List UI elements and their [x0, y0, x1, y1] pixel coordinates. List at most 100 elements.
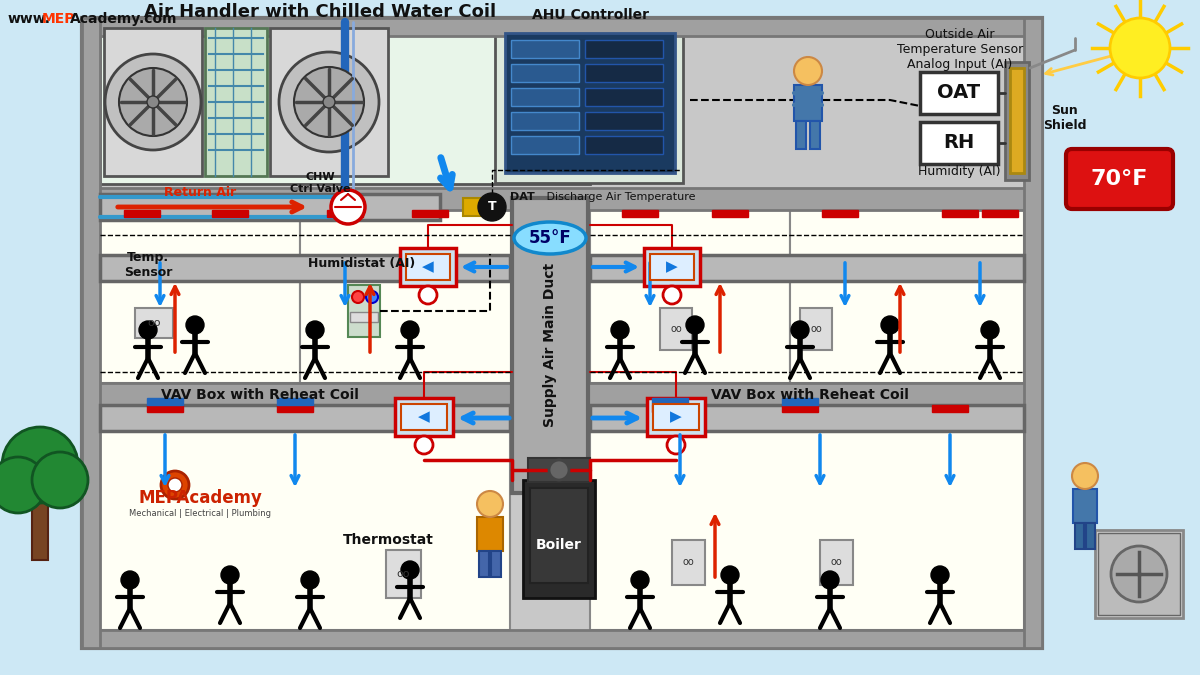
- Text: Sun
Shield: Sun Shield: [1043, 104, 1087, 132]
- Bar: [982, 210, 1018, 217]
- Circle shape: [331, 190, 365, 224]
- Bar: [810, 121, 820, 149]
- Circle shape: [168, 478, 182, 492]
- Bar: [528, 458, 590, 482]
- Text: oo: oo: [148, 318, 161, 328]
- Bar: [586, 64, 662, 82]
- Circle shape: [161, 471, 190, 499]
- Bar: [82, 18, 1042, 648]
- Circle shape: [667, 436, 685, 454]
- Text: 55°F: 55°F: [529, 229, 571, 247]
- Circle shape: [631, 571, 649, 589]
- Bar: [124, 210, 160, 217]
- Text: AHU Controller: AHU Controller: [532, 8, 648, 22]
- Text: Academy.com: Academy.com: [70, 12, 178, 26]
- Bar: [1086, 523, 1096, 549]
- Text: Discharge Air Temperature: Discharge Air Temperature: [542, 192, 696, 202]
- Bar: [653, 404, 698, 430]
- Text: OAT: OAT: [937, 84, 980, 103]
- Ellipse shape: [514, 222, 586, 254]
- Bar: [586, 136, 662, 154]
- Text: oo: oo: [810, 324, 822, 334]
- Bar: [412, 210, 448, 217]
- Bar: [463, 198, 481, 216]
- Text: Air Handler with Chilled Water Coil: Air Handler with Chilled Water Coil: [144, 3, 496, 21]
- Bar: [326, 210, 364, 217]
- Bar: [650, 254, 694, 280]
- Bar: [586, 88, 662, 106]
- Bar: [100, 255, 510, 281]
- Bar: [1075, 523, 1084, 549]
- Bar: [782, 398, 818, 405]
- Text: VAV Box with Reheat Coil: VAV Box with Reheat Coil: [161, 388, 359, 402]
- Circle shape: [352, 291, 364, 303]
- Bar: [104, 28, 202, 176]
- Circle shape: [186, 316, 204, 334]
- Bar: [277, 405, 313, 412]
- Circle shape: [982, 321, 998, 339]
- Text: T: T: [487, 200, 497, 213]
- Bar: [920, 122, 998, 164]
- Text: RH: RH: [943, 134, 974, 153]
- Bar: [350, 312, 378, 322]
- Bar: [820, 540, 853, 585]
- Bar: [511, 112, 580, 130]
- Bar: [652, 398, 688, 405]
- Text: oo: oo: [682, 557, 694, 567]
- Bar: [82, 188, 1042, 210]
- Circle shape: [121, 571, 139, 589]
- Bar: [505, 33, 674, 173]
- Bar: [100, 405, 510, 630]
- Bar: [277, 398, 313, 405]
- Bar: [1024, 18, 1042, 648]
- Circle shape: [0, 457, 46, 513]
- Circle shape: [794, 57, 822, 85]
- Bar: [530, 488, 588, 583]
- Circle shape: [419, 286, 437, 304]
- Circle shape: [221, 566, 239, 584]
- Bar: [32, 495, 48, 560]
- Circle shape: [415, 436, 433, 454]
- Text: Boiler: Boiler: [536, 538, 582, 552]
- Circle shape: [791, 321, 809, 339]
- Circle shape: [306, 321, 324, 339]
- Bar: [300, 210, 512, 383]
- Circle shape: [106, 54, 202, 150]
- Text: Humidity (AI): Humidity (AI): [918, 165, 1001, 178]
- Text: ◀: ◀: [422, 259, 434, 275]
- Bar: [395, 398, 454, 436]
- Circle shape: [662, 286, 682, 304]
- Bar: [511, 64, 580, 82]
- Bar: [491, 551, 502, 577]
- Text: Supply Air Main Duct: Supply Air Main Duct: [542, 263, 557, 427]
- Bar: [479, 551, 490, 577]
- Text: Thermostat: Thermostat: [342, 533, 433, 547]
- Bar: [82, 18, 1042, 36]
- Text: 70°F: 70°F: [1091, 169, 1147, 189]
- Text: VAV Box with Reheat Coil: VAV Box with Reheat Coil: [712, 388, 908, 402]
- Bar: [1006, 62, 1030, 180]
- Bar: [511, 40, 580, 58]
- Text: oo: oo: [396, 569, 409, 579]
- Text: ▶: ▶: [670, 410, 682, 425]
- Bar: [205, 28, 266, 176]
- Circle shape: [32, 452, 88, 508]
- Bar: [647, 398, 706, 436]
- Circle shape: [323, 96, 335, 108]
- Circle shape: [278, 52, 379, 152]
- Text: Mechanical | Electrical | Plumbing: Mechanical | Electrical | Plumbing: [130, 508, 271, 518]
- Text: CHW
Ctrl Valve: CHW Ctrl Valve: [289, 172, 350, 194]
- Bar: [712, 210, 748, 217]
- Bar: [134, 308, 173, 338]
- Circle shape: [931, 566, 949, 584]
- Circle shape: [401, 561, 419, 579]
- Circle shape: [611, 321, 629, 339]
- Bar: [100, 22, 590, 184]
- Bar: [148, 405, 182, 412]
- Text: ◀: ◀: [418, 410, 430, 425]
- Text: oo: oo: [830, 557, 842, 567]
- Bar: [100, 194, 440, 220]
- Bar: [590, 405, 1024, 630]
- Bar: [270, 28, 388, 176]
- Text: Return Air: Return Air: [164, 186, 236, 199]
